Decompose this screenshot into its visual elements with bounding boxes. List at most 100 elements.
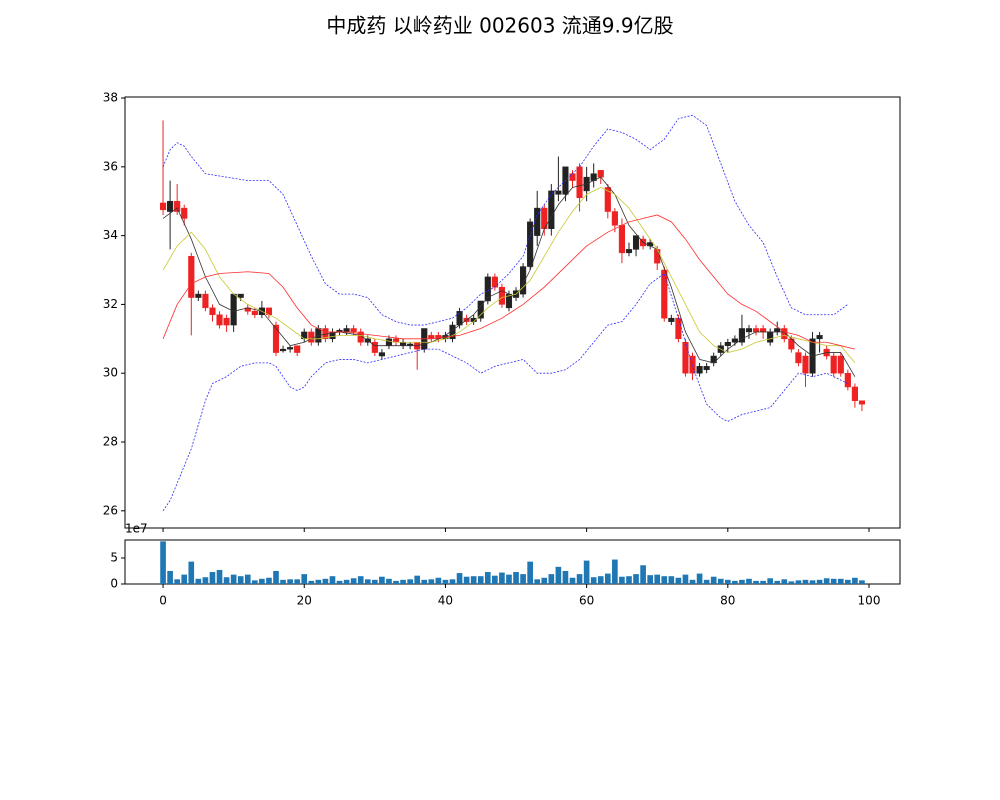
volume-bar <box>724 579 731 584</box>
y-tick-label: 36 <box>103 159 118 173</box>
candle-body <box>604 187 611 212</box>
volume-bar <box>781 579 788 584</box>
volume-bar <box>294 579 301 584</box>
volume-bar <box>209 572 216 584</box>
candle-body <box>830 355 837 374</box>
volume-bar <box>576 574 583 584</box>
volume-axes-frame <box>124 539 901 585</box>
volume-bar <box>562 570 569 584</box>
candle-body <box>167 200 174 212</box>
candle-body <box>202 293 209 309</box>
volume-bar <box>442 579 449 584</box>
volume-bar <box>597 576 604 584</box>
volume-bar <box>689 579 696 584</box>
candle-body <box>491 276 498 288</box>
candle-body <box>498 286 505 305</box>
candle-body <box>576 166 583 199</box>
volume-bar <box>654 574 661 584</box>
candle-body <box>230 293 237 326</box>
candle-body <box>308 331 315 343</box>
volume-bar <box>837 578 844 584</box>
candle-body <box>294 345 301 353</box>
volume-bar <box>541 577 548 584</box>
volume-bar <box>181 574 188 584</box>
volume-bar <box>682 574 689 584</box>
volume-y-tick-label: 0 <box>110 577 118 591</box>
volume-bar <box>583 560 590 584</box>
y-tick-label: 28 <box>103 435 118 449</box>
candle-body <box>858 400 866 405</box>
candle-body <box>731 338 738 343</box>
volume-bar <box>287 579 293 584</box>
candle-body <box>195 293 202 298</box>
volume-bar <box>230 574 237 584</box>
candle-body <box>385 338 393 346</box>
volume-bar <box>612 559 618 584</box>
volume-bar <box>223 577 230 584</box>
volume-bar <box>732 580 738 584</box>
candle-body <box>279 348 287 352</box>
candle-body <box>159 202 167 211</box>
volume-bar <box>188 561 195 584</box>
volume-bar <box>499 572 505 584</box>
price-axes-frame <box>124 96 901 529</box>
volume-bar <box>393 580 399 584</box>
volume-bar <box>308 580 315 584</box>
volume-bar <box>845 579 851 584</box>
candle-body <box>569 173 576 181</box>
candle-body <box>844 372 851 388</box>
volume-bar <box>640 565 646 584</box>
volume-bar <box>823 578 830 584</box>
candle-body <box>272 324 280 353</box>
candle-body <box>625 249 633 254</box>
candle-body <box>343 328 350 333</box>
volume-bar <box>372 579 378 584</box>
moving-average <box>162 214 855 350</box>
candle-body <box>752 328 760 333</box>
candle-body <box>216 314 223 326</box>
volume-bar <box>301 574 308 584</box>
volume-bar <box>753 580 759 584</box>
volume-bar <box>322 578 329 584</box>
y-tick-label: 34 <box>103 228 118 242</box>
candle-body <box>520 266 527 295</box>
volume-bar <box>513 572 519 584</box>
candle-body <box>668 317 675 322</box>
x-tick-label: 60 <box>579 594 594 608</box>
volume-bar <box>167 570 173 584</box>
candle-body <box>774 328 781 333</box>
x-tick-label: 80 <box>720 594 735 608</box>
x-tick-label: 0 <box>159 594 167 608</box>
candle-body <box>689 355 696 374</box>
volume-bar <box>739 579 745 584</box>
volume-bar <box>816 579 823 584</box>
candle-body <box>237 293 244 298</box>
volume-bar <box>174 579 180 584</box>
candle-body <box>350 328 357 333</box>
volume-bar <box>795 580 802 584</box>
volume-bar <box>435 577 442 584</box>
candle-body <box>174 200 181 212</box>
candle-body <box>527 221 534 267</box>
volume-bar <box>619 576 625 584</box>
volume-bar <box>830 578 837 584</box>
candle-body <box>724 342 731 346</box>
candle-body <box>223 317 230 326</box>
volume-bar <box>350 578 357 584</box>
volume-bar <box>675 577 682 584</box>
volume-bar <box>668 576 675 584</box>
candle-body <box>682 342 689 374</box>
candle-body <box>371 342 378 353</box>
volume-bar <box>548 574 555 584</box>
candle-body <box>209 307 216 315</box>
volume-bar <box>315 579 322 584</box>
volume-bar <box>590 577 597 584</box>
candle-body <box>837 355 844 374</box>
volume-bar <box>336 580 343 584</box>
volume-bar <box>506 574 512 584</box>
candle-body <box>632 235 640 250</box>
volume-bar <box>216 569 223 584</box>
candle-body <box>484 276 491 302</box>
candle-body <box>188 256 195 298</box>
volume-bar <box>852 577 858 584</box>
